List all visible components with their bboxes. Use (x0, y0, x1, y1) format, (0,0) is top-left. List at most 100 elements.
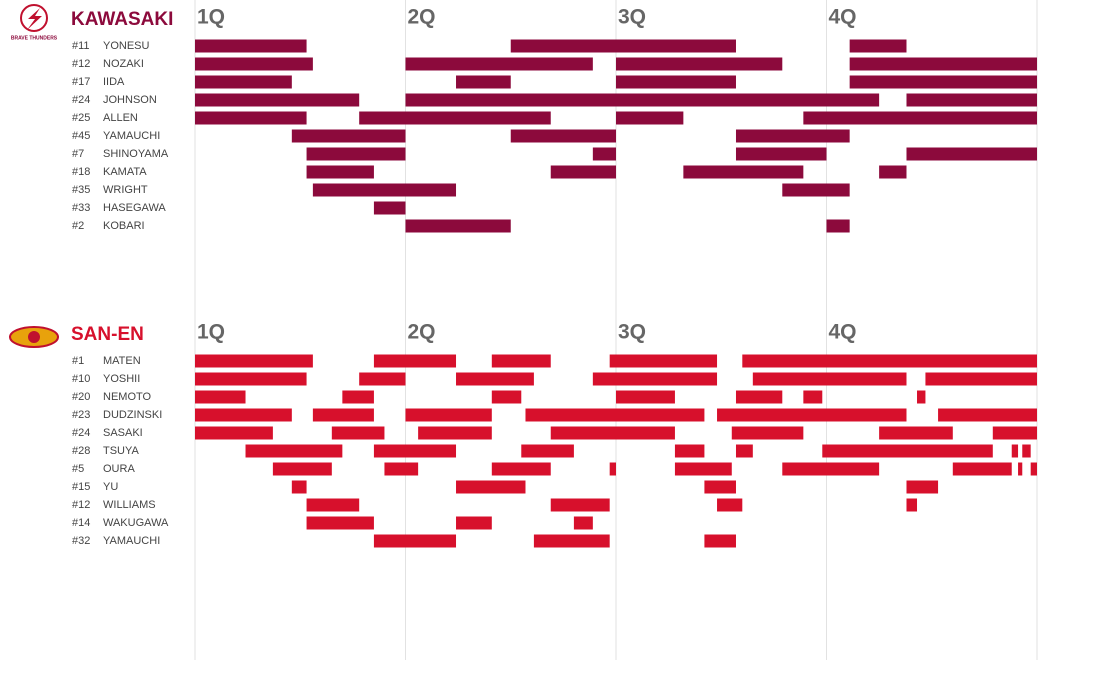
playing-interval (510, 129, 616, 143)
player-name: MATEN (103, 355, 141, 367)
playing-interval (456, 480, 526, 494)
quarter-label: 3Q (618, 6, 646, 29)
playing-interval (906, 147, 1037, 161)
player-number: #24 (72, 427, 90, 439)
playing-interval (674, 444, 705, 458)
playing-interval (550, 498, 610, 512)
playing-interval (952, 462, 1012, 476)
player-number: #7 (72, 148, 84, 160)
playing-interval (195, 426, 273, 440)
playing-interval (609, 462, 616, 476)
player-number: #20 (72, 391, 90, 403)
playing-interval (533, 534, 610, 548)
playing-interval (306, 498, 360, 512)
player-number: #2 (72, 220, 84, 232)
playing-interval (592, 372, 718, 386)
team-name: SAN-EN (71, 324, 144, 345)
playing-interval (906, 498, 918, 512)
player-name: KAMATA (103, 166, 147, 178)
playing-interval (782, 183, 850, 197)
playing-interval (195, 390, 246, 404)
player-name: SASAKI (103, 427, 143, 439)
playing-interval (609, 354, 718, 368)
playing-interval (384, 462, 419, 476)
playing-interval (491, 462, 551, 476)
playing-interval (291, 129, 406, 143)
playing-interval (342, 390, 374, 404)
player-number: #35 (72, 184, 90, 196)
playing-interval (525, 408, 705, 422)
playing-interval (405, 57, 593, 71)
player-number: #5 (72, 463, 84, 475)
playing-interval (510, 39, 736, 53)
playing-interval (849, 75, 1037, 89)
player-number: #23 (72, 409, 90, 421)
playing-interval (456, 75, 511, 89)
playing-interval (306, 516, 374, 530)
player-name: WRIGHT (103, 184, 148, 196)
playing-interval (925, 372, 1037, 386)
playing-interval (906, 93, 1037, 107)
playing-interval (195, 39, 307, 53)
quarter-label: 1Q (197, 321, 225, 344)
playing-interval (1011, 444, 1019, 458)
player-number: #18 (72, 166, 90, 178)
player-name: YAMAUCHI (103, 535, 160, 547)
player-name: NEMOTO (103, 391, 152, 403)
player-number: #12 (72, 499, 90, 511)
playing-interval (992, 426, 1037, 440)
playing-interval (879, 165, 907, 179)
player-name: DUDZINSKI (103, 409, 162, 421)
player-number: #17 (72, 76, 90, 88)
player-number: #28 (72, 445, 90, 457)
playing-interval (742, 354, 1037, 368)
player-number: #15 (72, 481, 90, 493)
playing-interval (550, 165, 616, 179)
team-name: KAWASAKI (71, 9, 173, 30)
playing-interval (306, 165, 374, 179)
player-name: TSUYA (103, 445, 140, 457)
playing-interval (735, 390, 783, 404)
player-name: YAMAUCHI (103, 130, 160, 142)
player-name: NOZAKI (103, 58, 144, 70)
playing-interval (1022, 444, 1031, 458)
playing-interval (373, 201, 406, 215)
playing-interval (195, 57, 313, 71)
player-number: #11 (72, 40, 90, 52)
playing-interval (373, 354, 457, 368)
logo-text: BRAVE THUNDERS (11, 35, 58, 41)
playing-interval (306, 147, 406, 161)
playing-interval (849, 57, 1037, 71)
logo-bolt (27, 8, 42, 30)
playing-interval (683, 165, 804, 179)
playing-interval (291, 480, 307, 494)
playing-interval (491, 354, 551, 368)
playing-interval (195, 408, 292, 422)
player-name: YONESU (103, 40, 150, 52)
player-name: YOSHII (103, 373, 140, 385)
player-name: ALLEN (103, 112, 138, 124)
player-number: #33 (72, 202, 90, 214)
playing-interval (616, 57, 783, 71)
quarter-label: 3Q (618, 321, 646, 344)
player-number: #24 (72, 94, 90, 106)
playing-interval (195, 354, 313, 368)
quarter-label: 4Q (829, 6, 857, 29)
playing-interval (312, 408, 374, 422)
playing-interval (616, 390, 675, 404)
playing-interval (616, 111, 684, 125)
playing-interval (735, 147, 827, 161)
sanen-logo (9, 326, 59, 348)
playing-interval (405, 93, 880, 107)
player-name: OURA (103, 463, 135, 475)
playing-interval (573, 516, 593, 530)
playing-interval (195, 111, 307, 125)
player-number: #12 (72, 58, 90, 70)
playing-interval (803, 390, 823, 404)
player-name: KOBARI (103, 220, 145, 232)
player-number: #1 (72, 355, 84, 367)
player-number: #32 (72, 535, 90, 547)
playing-interval (735, 129, 850, 143)
